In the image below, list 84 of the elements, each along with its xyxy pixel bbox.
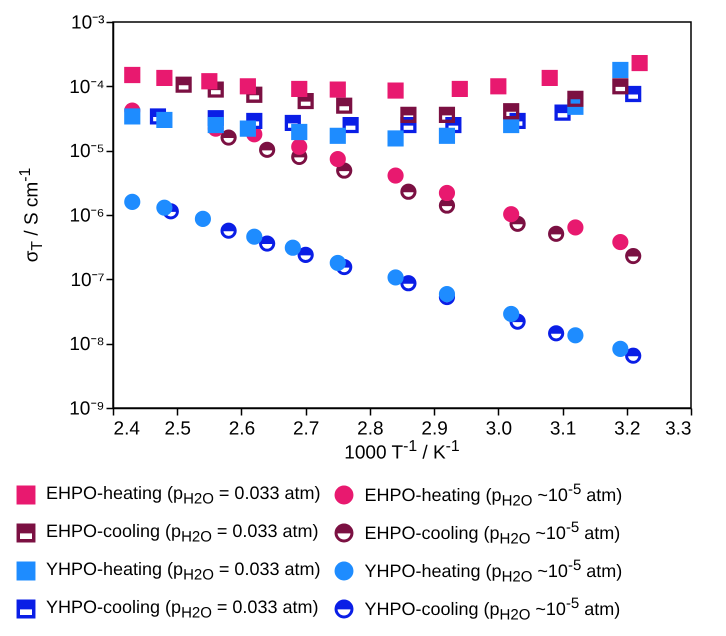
x-tick-label: 3.0	[486, 418, 512, 440]
point	[567, 90, 584, 107]
point	[246, 228, 262, 245]
point	[542, 70, 558, 86]
legend-label: EHPO-cooling (p$_{H2O}$ ~10$^{-5}$ atm)	[364, 518, 620, 548]
point	[625, 86, 642, 102]
point	[503, 103, 520, 120]
point	[387, 82, 404, 99]
point	[438, 184, 456, 202]
point	[240, 120, 256, 137]
point	[625, 348, 642, 364]
legend-label: YHPO-cooling (p$_{H2O}$ = 0.033 atm)	[46, 596, 318, 622]
point	[330, 254, 346, 271]
point	[612, 62, 628, 78]
point	[259, 142, 276, 158]
point	[156, 200, 172, 216]
point	[240, 78, 256, 94]
y-tick-label: 10⁻⁶	[70, 206, 104, 226]
point	[342, 116, 359, 134]
point	[291, 124, 308, 140]
y-tick-label: 10⁻⁵	[69, 141, 104, 162]
point	[387, 130, 404, 147]
point	[124, 108, 140, 125]
x-tick-label: 3.1	[550, 418, 576, 440]
x-tick-label: 2.5	[164, 418, 191, 440]
point	[201, 73, 218, 90]
point	[156, 70, 172, 86]
x-tick-label: 3.3	[665, 418, 692, 440]
legend-label: YHPO-heating (p$_{H2O}$ = 0.033 atm)	[46, 558, 320, 584]
y-tick-label: 10⁻⁴	[69, 76, 104, 98]
x-tick-label: 2.7	[292, 418, 320, 440]
point	[330, 82, 346, 98]
x-tick-label: 2.6	[228, 418, 256, 440]
point	[124, 66, 140, 84]
x-axis-title: 1000 T$^{-1}$ / K$^{-1}$	[344, 438, 460, 464]
point	[124, 194, 140, 210]
x-tick-label: 2.8	[357, 418, 384, 440]
point	[438, 286, 456, 302]
point	[612, 340, 628, 357]
point	[284, 240, 301, 256]
point	[208, 116, 224, 134]
point	[400, 106, 417, 123]
y-tick-label: 10⁻³	[71, 12, 104, 34]
point	[400, 275, 417, 292]
point	[548, 325, 564, 342]
point	[400, 184, 417, 200]
point	[291, 80, 308, 98]
point	[259, 235, 276, 252]
y-tick-label: 10⁻⁹	[69, 398, 104, 420]
point	[503, 306, 520, 322]
point	[156, 112, 172, 128]
point	[194, 210, 211, 227]
x-tick-label: 2.4	[114, 418, 140, 440]
point	[336, 98, 352, 114]
point	[490, 78, 506, 94]
point	[503, 206, 520, 222]
legend-label: EHPO-heating (p$_{H2O}$ ~10$^{-5}$ atm)	[364, 480, 622, 510]
legend-label: EHPO-heating (p$_{H2O}$ = 0.033 atm)	[46, 482, 320, 508]
point	[330, 128, 346, 144]
x-tick-label: 3.2	[614, 418, 640, 440]
y-tick-label: 10⁻⁷	[70, 270, 105, 291]
point	[632, 54, 648, 72]
legend-label: YHPO-heating (p$_{H2O}$ ~10$^{-5}$ atm)	[364, 556, 622, 586]
legend-label: YHPO-cooling (p$_{H2O}$ ~10$^{-5}$ atm)	[364, 594, 620, 624]
point	[291, 138, 308, 155]
point	[387, 269, 404, 286]
point	[176, 76, 192, 93]
point	[387, 168, 404, 184]
point	[548, 226, 564, 242]
point	[625, 248, 642, 264]
y-tick-label: 10⁻⁸	[69, 334, 104, 356]
point	[438, 106, 456, 123]
point	[612, 78, 628, 94]
point	[567, 327, 584, 344]
point	[220, 129, 237, 146]
point	[612, 234, 628, 250]
x-tick-label: 2.9	[421, 418, 448, 440]
legend-label: EHPO-cooling (p$_{H2O}$ = 0.033 atm)	[46, 520, 318, 546]
point	[438, 128, 456, 144]
point	[220, 222, 237, 239]
point	[567, 219, 584, 236]
point	[298, 246, 314, 263]
point	[330, 151, 346, 168]
point	[452, 80, 468, 98]
